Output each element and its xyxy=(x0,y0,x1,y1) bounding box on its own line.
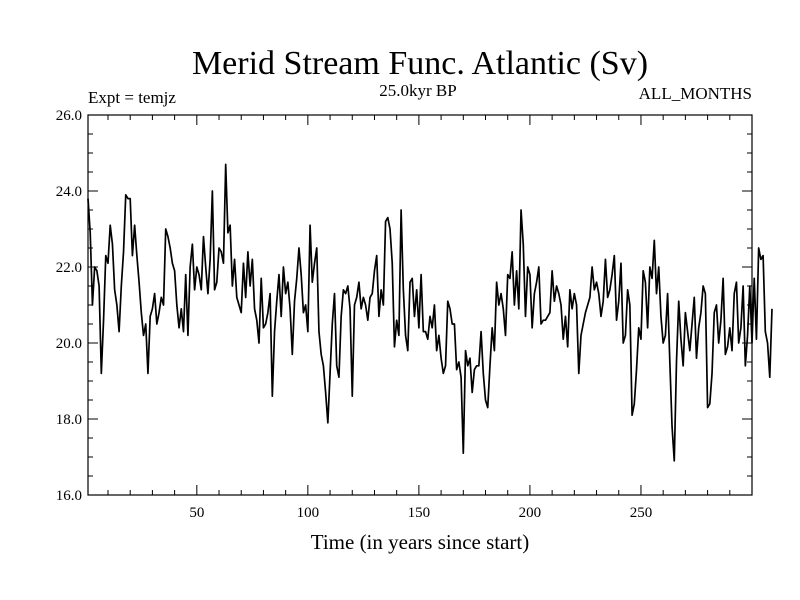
x-tick-label-200: 200 xyxy=(519,505,542,521)
x-tick-label-50: 50 xyxy=(189,505,204,521)
y-tick-label-22: 22.0 xyxy=(56,260,82,276)
y-tick-label-20: 20.0 xyxy=(56,336,82,352)
chart-subtitle-center: 25.0kyr BP xyxy=(379,81,456,100)
y-tick-label-26: 26.0 xyxy=(56,108,82,124)
chart-subtitle-left: Expt = temjz xyxy=(88,88,176,107)
y-tick-label-24: 24.0 xyxy=(56,184,82,200)
y-tick-label-16: 16.0 xyxy=(56,488,82,504)
plot-area: 50 100 150 200 250 16.0 18.0 20.0 22.0 24.0 26.0 xyxy=(56,108,773,521)
y-tick-label-18: 18.0 xyxy=(56,412,82,428)
x-tick-label-250: 250 xyxy=(630,505,653,521)
x-tick-label-150: 150 xyxy=(408,505,431,521)
x-axis-label: Time (in years since start) xyxy=(311,530,530,554)
chart-subtitle-right: ALL_MONTHS xyxy=(639,84,752,103)
series-line-0 xyxy=(87,163,773,462)
x-tick-label-100: 100 xyxy=(297,505,320,521)
chart-title: Merid Stream Func. Atlantic (Sv) xyxy=(192,45,648,82)
